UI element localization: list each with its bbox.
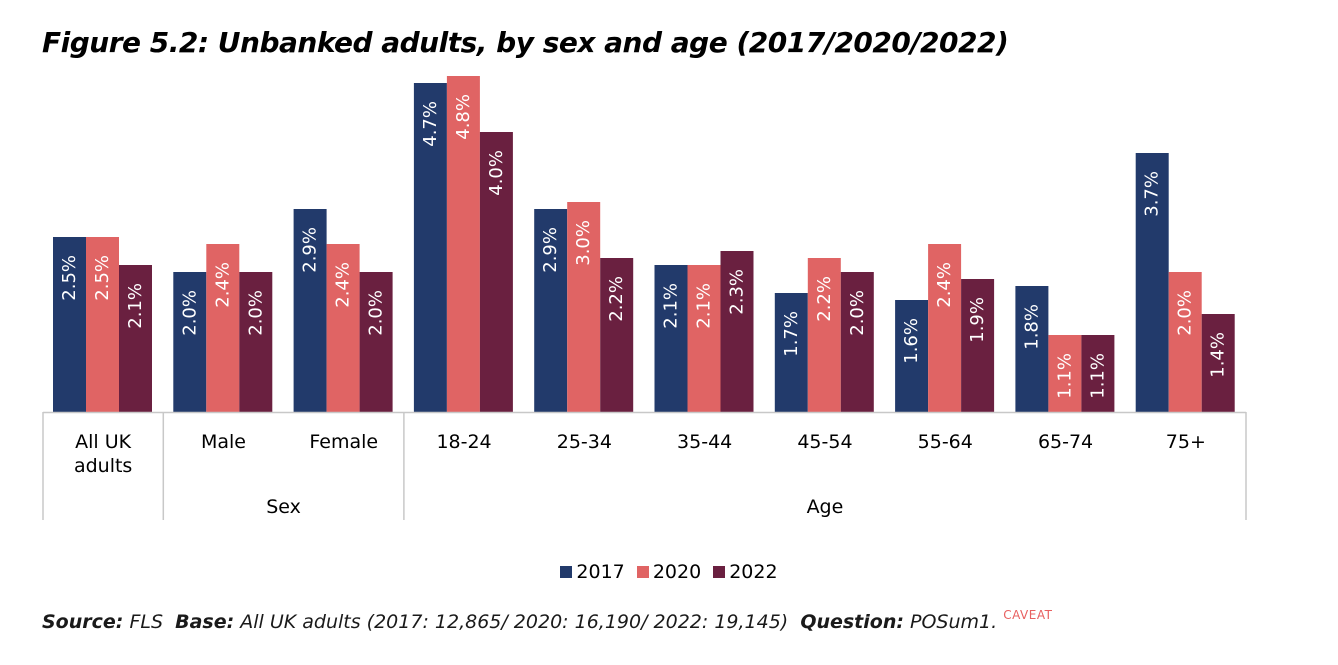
legend-label-2022: 2022 [729,561,778,583]
bar-2022-5 [720,251,754,412]
data-label-2022-3: 4.0% [486,150,507,196]
base-label: Base: [175,611,235,633]
category-label-6: 45-54 [797,431,852,453]
category-label-5: 35-44 [677,431,732,453]
data-label-2022-5: 2.3% [727,269,748,315]
data-label-2017-5: 2.1% [661,283,682,329]
data-label-2022-6: 2.0% [847,290,868,336]
category-label-1: Male [201,431,246,453]
data-label-2022-1: 2.0% [245,290,266,336]
source-note: Source: FLS Base: All UK adults (2017: 1… [42,608,1052,633]
bar-2017-5 [654,265,688,412]
data-label-2017-8: 1.8% [1021,304,1042,350]
question-value: POSum1. [910,611,998,633]
legend-swatch-2022 [713,566,726,578]
bar-2022-9 [1201,314,1235,412]
data-label-2020-5: 2.1% [694,283,715,329]
bar-2017-8 [1015,286,1049,412]
data-label-2020-6: 2.2% [814,276,835,322]
source-value: FLS [129,611,164,633]
chart-title: Figure 5.2: Unbanked adults, by sex and … [42,26,1009,59]
legend-item-2020: 2020 [636,561,702,583]
category-label-7: 55-64 [918,431,973,453]
legend-label-2017: 2017 [576,561,625,583]
data-label-2022-0: 2.1% [125,283,146,329]
category-label-9: 75+ [1166,431,1206,453]
group-label-2: Age [807,496,844,518]
bar-2020-3 [446,76,480,412]
data-label-2022-2: 2.0% [366,290,387,336]
data-label-2022-8: 1.1% [1087,353,1108,399]
group-label-1: Sex [266,496,301,518]
bar-2022-1 [239,272,273,412]
data-label-2017-1: 2.0% [179,290,200,336]
bar-2020-7 [928,244,962,412]
data-label-2020-7: 2.4% [934,262,955,308]
bar-2017-3 [413,83,447,412]
bar-2022-6 [840,272,874,412]
data-label-2017-3: 4.7% [420,101,441,147]
data-label-2020-0: 2.5% [92,255,113,301]
bar-2017-4 [534,209,568,412]
category-label-2: Female [309,431,378,453]
bar-2020-6 [807,258,841,412]
bar-2020-8 [1048,335,1082,412]
data-label-2017-0: 2.5% [59,255,80,301]
bar-2017-6 [774,293,808,412]
source-label: Source: [42,611,124,633]
data-label-2020-1: 2.4% [212,262,233,308]
legend-label-2020: 2020 [652,561,702,583]
question-label: Question: [800,611,904,633]
bar-2020-0 [86,237,119,412]
data-label-2022-9: 1.4% [1208,332,1229,378]
data-label-2022-7: 1.9% [967,297,988,343]
data-label-2017-4: 2.9% [540,227,561,273]
data-label-2020-8: 1.1% [1054,353,1075,399]
category-label-3: 18-24 [436,431,491,453]
bar-2017-2 [293,209,327,412]
bar-2020-4 [567,202,601,412]
legend: 2017 2020 2022 [0,561,1338,583]
data-label-2020-4: 3.0% [573,220,594,266]
bar-2017-1 [173,272,207,412]
data-label-2020-3: 4.8% [453,94,474,140]
bar-2022-0 [119,265,152,412]
data-label-2020-2: 2.4% [333,262,354,308]
category-label-4: 25-34 [557,431,612,453]
bar-2020-9 [1168,272,1202,412]
legend-swatch-2020 [636,566,649,578]
category-label-0: All UK [75,431,132,453]
bar-2017-7 [895,300,929,412]
bar-2020-2 [326,244,360,412]
bar-2020-5 [687,265,721,412]
bar-2022-8 [1081,335,1115,412]
category-label-8: 65-74 [1038,431,1093,453]
category-label-0-line1: adults [74,455,132,477]
legend-swatch-2017 [560,566,573,578]
bar-2022-4 [600,258,634,412]
data-label-2020-9: 2.0% [1175,290,1196,336]
base-value: All UK adults (2017: 12,865/ 2020: 16,19… [240,611,789,633]
data-label-2017-6: 1.7% [781,311,802,357]
data-label-2022-4: 2.2% [606,276,627,322]
data-label-2017-9: 3.7% [1142,171,1163,217]
data-label-2017-7: 1.6% [901,318,922,364]
bar-2017-9 [1135,153,1169,412]
data-label-2017-2: 2.9% [300,227,321,273]
legend-item-2017: 2017 [560,561,625,583]
bar-2017-0 [53,237,86,412]
bar-2022-3 [479,132,513,412]
bar-2022-7 [961,279,995,412]
bar-2022-2 [359,272,393,412]
legend-item-2022: 2022 [713,561,778,583]
caveat-link[interactable]: CAVEAT [1003,608,1053,622]
bar-2020-1 [206,244,240,412]
